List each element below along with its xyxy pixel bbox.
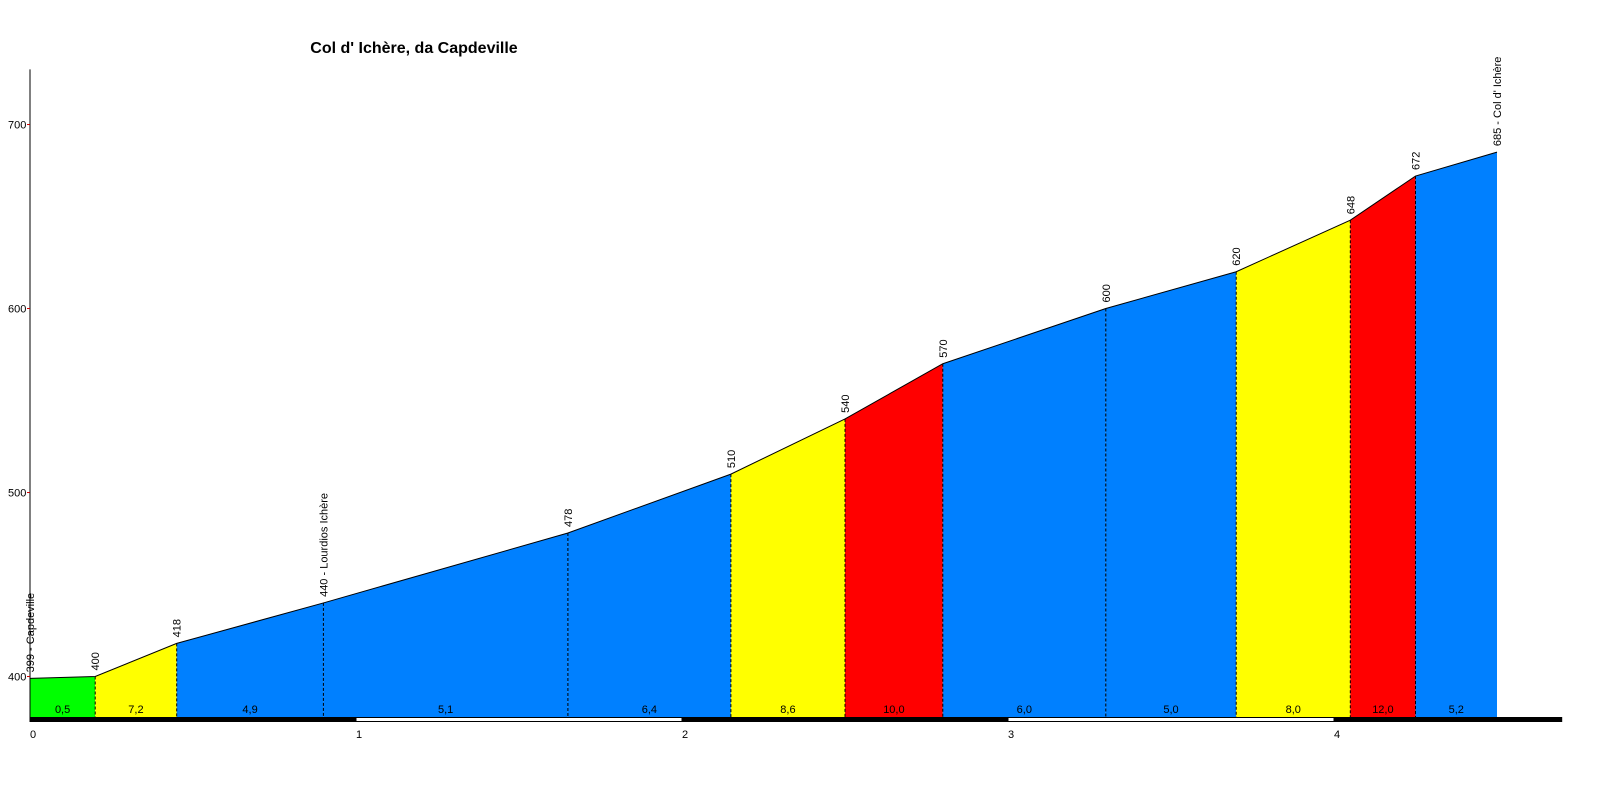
elevation-label: 672: [1411, 152, 1423, 170]
y-tick-label: 400: [8, 672, 26, 684]
segment: [30, 676, 96, 717]
segment: [323, 533, 568, 717]
segment: [730, 418, 845, 717]
gradient-label: 8,0: [1286, 704, 1301, 716]
x-scale-band: [1008, 718, 1334, 721]
elevation-label: 648: [1345, 196, 1357, 214]
segment: [1415, 152, 1497, 717]
elevation-label: 440 - Lourdios Ichère: [318, 493, 330, 597]
gradient-label: 10,0: [883, 704, 904, 716]
chart-title: Col d' Ichère, da Capdeville: [310, 40, 518, 57]
x-tick-label: 3: [1008, 729, 1014, 741]
gradient-label: 8,6: [780, 704, 795, 716]
elevation-label: 620: [1231, 247, 1243, 265]
x-tick-label: 1: [356, 729, 362, 741]
segment: [845, 363, 943, 717]
gradient-label: 5,2: [1449, 704, 1464, 716]
y-tick-label: 700: [8, 120, 26, 132]
x-scale-band: [356, 718, 682, 721]
x-tick-label: 2: [682, 729, 688, 741]
elevation-label: 685 - Col d' Ichère: [1492, 57, 1504, 147]
segment: [1350, 176, 1416, 718]
x-tick-label: 4: [1334, 729, 1340, 741]
segment: [567, 474, 731, 717]
elevation-label: 600: [1101, 284, 1113, 302]
x-tick-label: 0: [30, 729, 36, 741]
gradient-label: 5,1: [438, 704, 453, 716]
gradient-label: 7,2: [128, 704, 143, 716]
gradient-label: 6,4: [642, 704, 657, 716]
elevation-label: 510: [726, 450, 738, 468]
segment: [942, 308, 1106, 717]
segment: [1105, 271, 1237, 717]
x-axis-bar: [30, 717, 1563, 722]
y-tick-label: 600: [8, 304, 26, 316]
elevation-label: 478: [563, 509, 575, 527]
gradient-label: 12,0: [1372, 704, 1393, 716]
elevation-label: 400: [90, 652, 102, 670]
elevation-label: 418: [172, 619, 184, 637]
segment: [95, 643, 177, 717]
segment: [1236, 220, 1351, 717]
gradient-label: 5,0: [1163, 704, 1178, 716]
elevation-label: 570: [938, 339, 950, 357]
gradient-label: 4,9: [242, 704, 257, 716]
y-tick-label: 500: [8, 488, 26, 500]
segment: [176, 602, 324, 717]
gradient-label: 0,5: [55, 704, 70, 716]
elevation-label: 540: [840, 395, 852, 413]
elevation-label: 399 - Capdeville: [25, 593, 37, 673]
gradient-label: 6,0: [1017, 704, 1032, 716]
